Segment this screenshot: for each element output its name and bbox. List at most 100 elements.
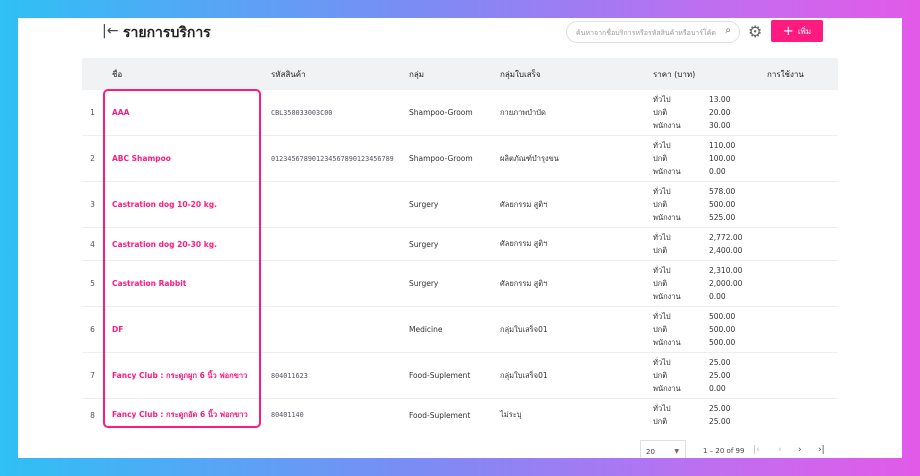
service-name[interactable]: Castration dog 10-20 kg.: [103, 181, 271, 228]
usage: [767, 260, 838, 307]
price-value: 0.00: [709, 167, 726, 176]
price-tier-label: ปกติ: [653, 154, 668, 163]
price-value: 500.00: [709, 338, 736, 347]
price-value: 30.00: [709, 121, 731, 130]
service-name[interactable]: Castration Rabbit: [103, 260, 271, 307]
table-row[interactable]: 1 AAA CBL350033003C00 Shampoo-Groom กายภาพบำ…: [82, 90, 838, 136]
group: Surgery: [409, 227, 500, 261]
service-name[interactable]: AAA: [103, 90, 271, 136]
price-value: 578.00: [709, 187, 736, 196]
page-size-select[interactable]: 20 ▼: [640, 440, 686, 458]
price-value: 110.00: [709, 141, 736, 150]
first-page-icon[interactable]: |‹: [753, 445, 760, 455]
next-page-icon[interactable]: ›: [798, 445, 802, 455]
table-header: ชื่อ รหัสสินค้า กลุ่ม กลุ่มใบเสร็จ ราคา …: [82, 58, 838, 90]
receipt-group: กลุ่มใบเสร็จ01: [500, 306, 653, 353]
pagination: 20 ▼ 1 – 20 of 99 |‹ ‹ › ›|: [18, 438, 902, 458]
col-receipt-group[interactable]: กลุ่มใบเสร็จ: [500, 58, 653, 90]
top-bar: |← รายการบริการ ค้นหาจากชื่อบริการหรือรห…: [18, 18, 902, 58]
price-value: 25.00: [709, 417, 731, 426]
row-number: 4: [82, 227, 103, 261]
search-input[interactable]: ค้นหาจากชื่อบริการหรือรหัสสินค้าหรือบาร์…: [566, 21, 740, 43]
add-label: เพิ่ม: [797, 26, 812, 36]
group: Food-Suplement: [409, 352, 500, 399]
product-code: [271, 260, 409, 307]
group: Shampoo-Groom: [409, 135, 500, 182]
price-values: 25.00 25.00: [709, 398, 767, 428]
search-placeholder: ค้นหาจากชื่อบริการหรือรหัสสินค้าหรือบาร์…: [576, 29, 716, 37]
price-tier-label: ทั่วไป: [653, 233, 671, 242]
price-values: 25.00 25.00 0.00: [709, 352, 767, 399]
price-value: 525.00: [709, 213, 736, 222]
price-value: 500.00: [709, 325, 736, 334]
price-tier-label: ปกติ: [653, 325, 668, 334]
price-labels: ทั่วไปปกติ: [653, 227, 709, 261]
price-tier-label: ทั่วไป: [653, 312, 671, 321]
prev-page-icon[interactable]: ‹: [778, 445, 782, 455]
price-tier-label: ปกติ: [653, 246, 668, 255]
price-tier-label: ทั่วไป: [653, 266, 671, 275]
row-number: 3: [82, 181, 103, 228]
price-tier-label: ทั่วไป: [653, 404, 671, 413]
usage: [767, 90, 838, 136]
product-code: [271, 227, 409, 261]
product-code: [271, 306, 409, 353]
price-value: 2,310.00: [709, 266, 743, 275]
price-labels: ทั่วไป ปกติ: [653, 398, 709, 428]
gear-icon[interactable]: ⚙: [748, 22, 763, 41]
table-row[interactable]: 3 Castration dog 10-20 kg. Surgery ศัลยกรรม…: [82, 181, 838, 228]
page-size-value: 20: [646, 448, 655, 456]
price-labels: ทั่วไป ปกติ พนักงาน: [653, 135, 709, 182]
group: Surgery: [409, 260, 500, 307]
search-icon: ⌕: [725, 25, 731, 36]
table-row[interactable]: 8 Fancy Club : กระดูกอัด 6 นิ้ว ฟอกขาว 804…: [82, 398, 838, 428]
price-value: 2,000.00: [709, 279, 743, 288]
table-row[interactable]: 4 Castration dog 20-30 kg. Surgery ศัลยกรรม…: [82, 227, 838, 261]
price-value: 25.00: [709, 371, 731, 380]
service-name[interactable]: ABC Shampoo: [103, 135, 271, 182]
price-value: 13.00: [709, 95, 731, 104]
service-name[interactable]: DF: [103, 306, 271, 353]
table-row[interactable]: 6 DF Medicine กลุ่มใบเสร็จ01 ทั่วไป ปกติ พนักง…: [82, 306, 838, 353]
page-range: 1 – 20 of 99: [703, 447, 745, 455]
price-tier-label: พนักงาน: [653, 338, 681, 347]
col-usage[interactable]: การใช้งาน: [767, 58, 838, 90]
group: Shampoo-Groom: [409, 90, 500, 136]
service-name[interactable]: Fancy Club : กระดูกผูก 6 นิ้ว ฟอกขาว: [103, 352, 271, 399]
price-tier-label: ทั่วไป: [653, 187, 671, 196]
price-values: 2,772.00 2,400.00: [709, 227, 767, 261]
product-code: [271, 181, 409, 228]
last-page-icon[interactable]: ›|: [818, 445, 825, 455]
col-name[interactable]: ชื่อ: [103, 58, 271, 90]
service-name[interactable]: Castration dog 20-30 kg.: [103, 227, 271, 261]
price-tier-label: พนักงาน: [653, 292, 681, 301]
price-value: 100.00: [709, 154, 736, 163]
price-tier-label: พนักงาน: [653, 384, 681, 393]
product-code: 804011623: [271, 352, 409, 399]
price-value: 25.00: [709, 358, 731, 367]
price-values: 110.00 100.00 0.00: [709, 135, 767, 182]
add-button[interactable]: + เพิ่ม: [771, 20, 823, 42]
usage: [767, 181, 838, 228]
price-value: 500.00: [709, 312, 736, 321]
price-value: 2,772.00: [709, 233, 743, 242]
services-table: ชื่อ รหัสสินค้า กลุ่ม กลุ่มใบเสร็จ ราคา …: [82, 58, 838, 428]
collapse-back-icon[interactable]: |←: [102, 23, 119, 39]
price-value: 500.00: [709, 200, 736, 209]
price-values: 500.00 500.00 500.00: [709, 306, 767, 353]
receipt-group: ศัลยกรรม สูติฯ: [500, 181, 653, 228]
price-value: 20.00: [709, 108, 731, 117]
col-group[interactable]: กลุ่ม: [409, 58, 500, 90]
col-code[interactable]: รหัสสินค้า: [271, 58, 409, 90]
table-row[interactable]: 2 ABC Shampoo 0123456789012345678901234567…: [82, 135, 838, 182]
receipt-group: ศัลยกรรม สูติฯ: [500, 227, 653, 261]
price-tier-label: ปกติ: [653, 108, 668, 117]
receipt-group: ไม่ระบุ: [500, 398, 653, 428]
col-price[interactable]: ราคา (บาท): [653, 58, 767, 90]
price-tier-label: พนักงาน: [653, 121, 681, 130]
col-number: [82, 58, 103, 90]
table-row[interactable]: 5 Castration Rabbit Surgery ศัลยกรรม สูติฯท…: [82, 260, 838, 307]
service-name[interactable]: Fancy Club : กระดูกอัด 6 นิ้ว ฟอกขาว: [103, 398, 271, 428]
price-tier-label: ทั่วไป: [653, 95, 671, 104]
table-row[interactable]: 7 Fancy Club : กระดูกผูก 6 นิ้ว ฟอกขาว 804…: [82, 352, 838, 399]
